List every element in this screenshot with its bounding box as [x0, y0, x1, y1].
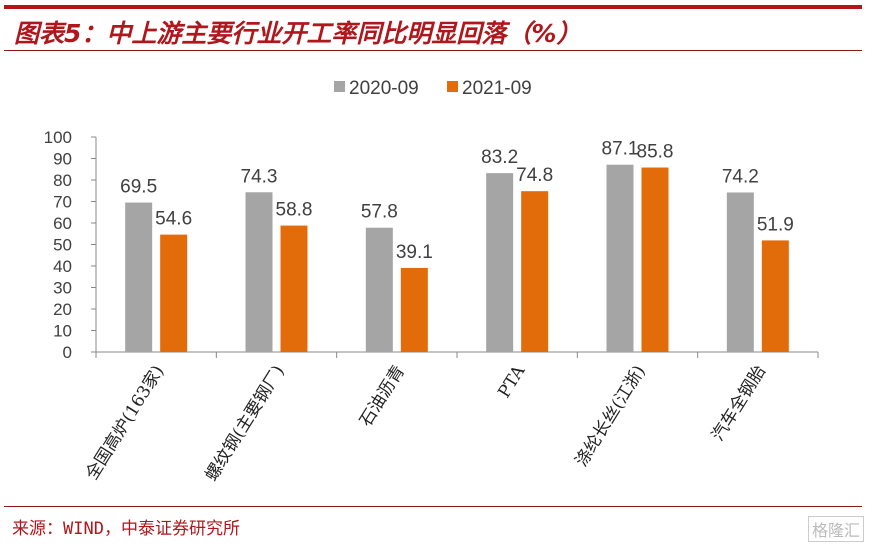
data-label: 69.5: [120, 177, 157, 198]
data-label: 74.2: [722, 166, 759, 187]
y-tick-label: 90: [53, 150, 72, 169]
data-label: 51.9: [757, 214, 794, 235]
bar-2021-09: [641, 167, 669, 352]
x-tick-label: 螺纹钢(主要钢厂): [202, 362, 289, 485]
bar-2021-09: [160, 234, 188, 352]
bar-2021-09: [400, 267, 428, 352]
data-label: 74.3: [241, 166, 278, 187]
y-tick-label: 40: [53, 257, 72, 276]
data-label: 58.8: [276, 200, 313, 221]
x-tick-label: 石油沥青: [356, 362, 409, 430]
data-label: 74.8: [516, 165, 553, 186]
watermark-logo: 格隆汇: [807, 516, 864, 542]
data-label: 57.8: [361, 202, 398, 223]
y-tick-label: 50: [53, 236, 72, 255]
x-tick-label: 涤纶长丝(江浙): [572, 362, 650, 470]
y-tick-label: 80: [53, 171, 72, 190]
bar-2020-09: [486, 173, 514, 352]
legend-label: 2020-09: [349, 78, 419, 99]
footer-rule: [4, 506, 862, 507]
y-tick-label: 10: [53, 322, 72, 341]
y-tick-label: 0: [63, 343, 72, 362]
y-tick-label: 30: [53, 279, 72, 298]
bar-2020-09: [606, 164, 634, 352]
x-tick-label: 全国高炉(163家): [82, 362, 168, 483]
y-tick-label: 100: [44, 128, 72, 147]
bar-2021-09: [280, 225, 308, 352]
x-tick-label: PTA: [494, 361, 529, 401]
bar-2020-09: [245, 192, 273, 352]
data-label: 54.6: [155, 209, 192, 230]
data-label: 87.1: [602, 139, 639, 160]
bar-2020-09: [365, 227, 393, 352]
data-label: 83.2: [481, 147, 518, 168]
legend-swatch: [334, 81, 345, 92]
y-tick-label: 20: [53, 300, 72, 319]
top-rule: [4, 5, 862, 9]
source-note: 来源：WIND，中泰证券研究所: [12, 519, 240, 539]
chart-title: 图表5：中上游主要行业开工率同比明显回落（%）: [14, 19, 582, 48]
legend-label: 2021-09: [462, 78, 532, 99]
y-tick-label: 70: [53, 193, 72, 212]
y-tick-label: 60: [53, 214, 72, 233]
bar-2021-09: [521, 191, 549, 352]
data-label: 39.1: [396, 242, 433, 263]
data-label: 85.8: [637, 142, 674, 163]
bar-2020-09: [125, 202, 153, 352]
title-rule: [4, 50, 862, 51]
x-tick-label: 汽车全钢胎: [708, 362, 770, 445]
bar-2020-09: [726, 192, 754, 352]
bar-2021-09: [761, 240, 789, 352]
legend-swatch: [447, 81, 458, 92]
